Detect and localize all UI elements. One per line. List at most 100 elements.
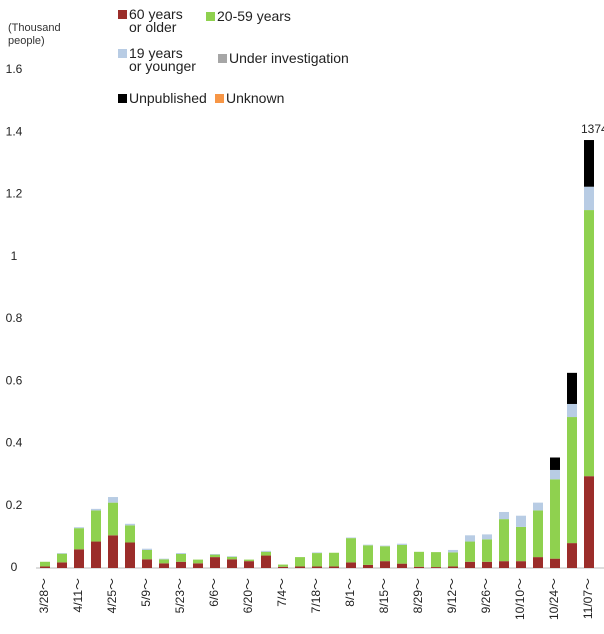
legend-label: 19 years or younger bbox=[129, 45, 196, 74]
bar-segment bbox=[159, 558, 169, 560]
bar-segment bbox=[448, 552, 458, 567]
bar-segment bbox=[380, 545, 390, 547]
bar-segment bbox=[193, 559, 203, 564]
legend-label: Under investigation bbox=[229, 50, 349, 66]
bar-segment bbox=[414, 566, 424, 568]
x-tick-label: 9/26～ bbox=[479, 578, 493, 613]
bar-segment bbox=[176, 561, 186, 568]
legend-swatch bbox=[118, 10, 127, 19]
bar-segment bbox=[244, 559, 254, 562]
legend-label: 60 years or older bbox=[129, 6, 183, 35]
y-tick-label: 1.6 bbox=[6, 62, 23, 76]
bar-segment bbox=[57, 553, 67, 554]
bar-segment bbox=[363, 564, 373, 568]
bar-segment bbox=[380, 546, 390, 562]
bar-segment bbox=[584, 210, 594, 477]
bar-segment bbox=[193, 563, 203, 568]
bar-segment bbox=[550, 457, 560, 470]
bar-segment bbox=[278, 566, 288, 568]
bar-segment bbox=[125, 523, 135, 526]
y-tick-label: 0.4 bbox=[6, 436, 23, 450]
y-tick-label: 1 bbox=[11, 249, 18, 263]
legend-swatch bbox=[218, 54, 227, 63]
bar-segment bbox=[40, 561, 50, 567]
bar-segment bbox=[227, 556, 237, 560]
legend-swatch bbox=[118, 94, 127, 103]
legend-item: Unknown bbox=[215, 90, 315, 106]
bar-segment bbox=[550, 558, 560, 568]
x-tick-label: 8/1～ bbox=[343, 578, 357, 607]
bar-segment bbox=[465, 535, 475, 542]
bar-segment bbox=[482, 534, 492, 540]
y-tick-label: 1.2 bbox=[6, 187, 23, 201]
bar-segment bbox=[142, 548, 152, 550]
x-tick-label: 9/12～ bbox=[445, 578, 459, 613]
x-tick-label: 5/9～ bbox=[139, 578, 153, 607]
y-tick-label: 0.6 bbox=[6, 373, 23, 387]
bar-segment bbox=[397, 543, 407, 545]
bar-segment bbox=[346, 562, 356, 568]
bar-segment bbox=[108, 497, 118, 503]
bar-segment bbox=[482, 539, 492, 562]
bar-segment bbox=[516, 561, 526, 568]
bar-segment bbox=[567, 372, 577, 404]
y-tick-label: 0.8 bbox=[6, 311, 23, 325]
bar-segment bbox=[567, 543, 577, 568]
bar-segment bbox=[176, 553, 186, 562]
bar-segment bbox=[584, 140, 594, 187]
bar-segment bbox=[516, 526, 526, 562]
bar-segment bbox=[312, 553, 322, 567]
legend-item: 19 years or younger bbox=[118, 45, 198, 74]
bar-segment bbox=[329, 552, 339, 567]
bar-segment bbox=[57, 553, 67, 563]
bar-segment bbox=[499, 511, 509, 520]
x-tick-label: 4/11～ bbox=[71, 578, 85, 612]
bar-segment bbox=[74, 527, 84, 529]
x-tick-label: 8/15～ bbox=[377, 578, 391, 613]
x-tick-label: 6/20～ bbox=[241, 578, 255, 613]
x-tick-label: 3/28～ bbox=[37, 578, 51, 613]
bar-segment bbox=[329, 566, 339, 568]
bar-segment bbox=[397, 544, 407, 564]
x-tick-label: 5/23～ bbox=[173, 578, 187, 613]
bar-segment bbox=[312, 566, 322, 568]
bar-segment bbox=[346, 538, 356, 563]
bar-segment bbox=[380, 561, 390, 568]
bar-segment bbox=[295, 566, 305, 568]
legend-swatch bbox=[118, 49, 127, 58]
bar-segment bbox=[261, 550, 271, 552]
x-tick-label: 11/07～ bbox=[581, 578, 595, 619]
bar-segment bbox=[295, 557, 305, 567]
bar-segment bbox=[91, 541, 101, 568]
bar-segment bbox=[431, 567, 441, 568]
bar-segment bbox=[465, 541, 475, 562]
bar-segment bbox=[312, 552, 322, 554]
legend-label: Unknown bbox=[226, 90, 285, 106]
bar-segment bbox=[516, 515, 526, 527]
bar-segment bbox=[244, 561, 254, 568]
bar-segment bbox=[482, 561, 492, 568]
bar-segment bbox=[346, 537, 356, 539]
bar-segment bbox=[210, 554, 220, 558]
bar-segment bbox=[584, 186, 594, 211]
legend-label: 20-59 years bbox=[217, 8, 291, 24]
y-tick-label: 0.2 bbox=[6, 498, 23, 512]
bar-segment bbox=[142, 559, 152, 568]
bar-segment bbox=[533, 502, 543, 511]
bar-segment bbox=[550, 469, 560, 480]
legend-label: Unpublished bbox=[129, 90, 207, 106]
legend-swatch bbox=[215, 94, 224, 103]
bar-segment bbox=[363, 544, 373, 546]
bar-segment bbox=[57, 562, 67, 568]
bar-segment bbox=[550, 479, 560, 559]
x-tick-label: 10/10～ bbox=[513, 578, 527, 620]
bar-segment bbox=[533, 510, 543, 558]
bar-segment bbox=[261, 555, 271, 568]
bar-segment bbox=[584, 476, 594, 568]
x-tick-label: 6/6～ bbox=[207, 578, 221, 607]
bar-segment bbox=[261, 551, 271, 556]
bar-segment bbox=[448, 566, 458, 568]
x-tick-label: 8/29～ bbox=[411, 578, 425, 613]
